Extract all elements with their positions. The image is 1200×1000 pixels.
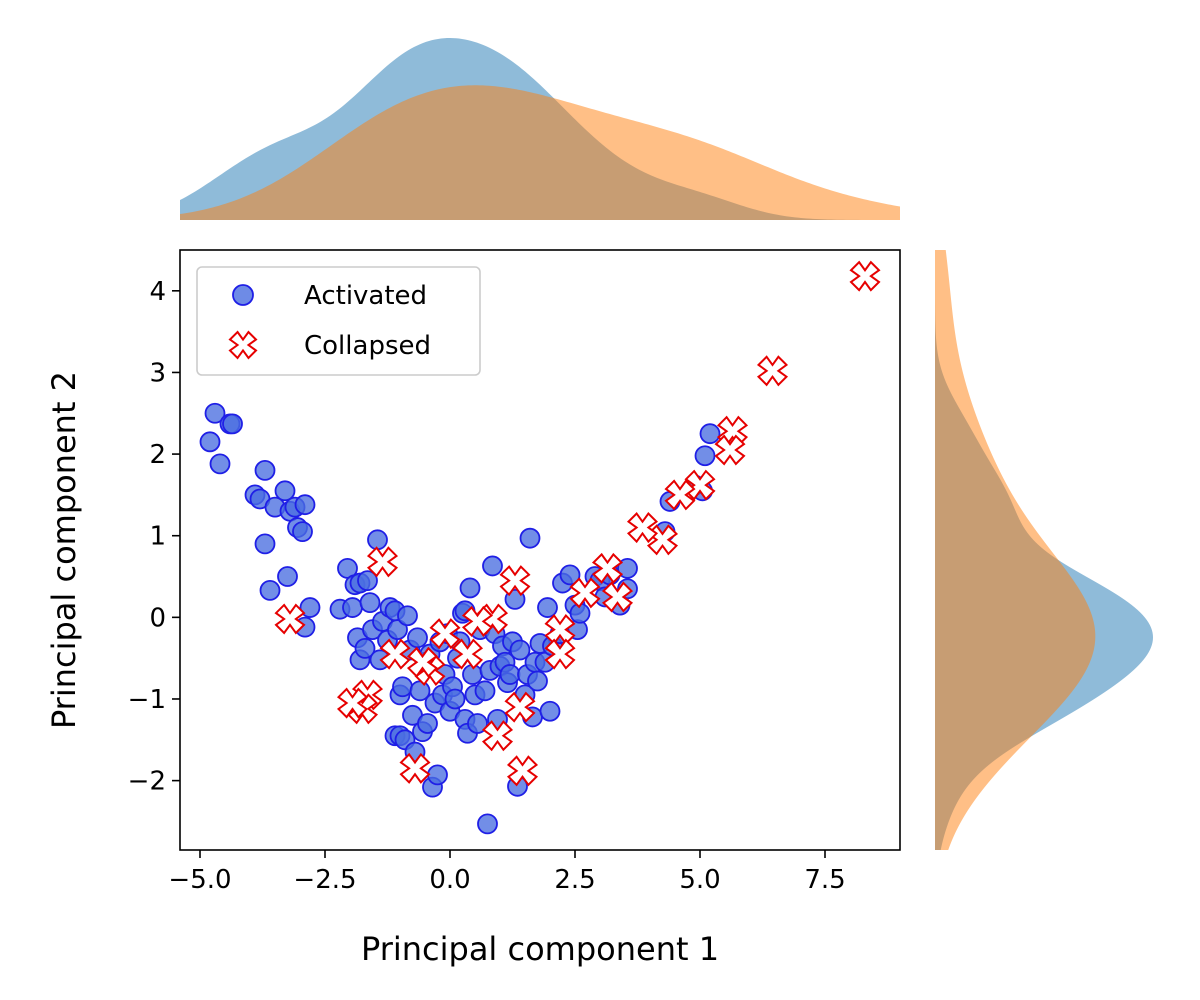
y-axis: −2 −1 0 1 2 3 4 <box>128 277 180 797</box>
point-collapsed <box>336 687 369 719</box>
point-activated <box>354 637 376 659</box>
point-activated <box>539 700 561 722</box>
point-activated <box>294 494 316 516</box>
point-activated <box>444 688 466 710</box>
point-activated <box>392 676 413 698</box>
point-activated <box>499 664 521 685</box>
point-collapsed <box>849 260 881 292</box>
y-tick-label: 1 <box>149 522 166 552</box>
point-activated <box>367 529 388 551</box>
point-activated <box>617 557 638 579</box>
y-tick-label: 4 <box>149 277 166 307</box>
legend-marker-activated <box>232 284 254 306</box>
y-axis-label: Principal component 2 <box>45 371 83 729</box>
point-collapsed <box>664 479 696 511</box>
point-collapsed <box>399 752 431 784</box>
point-activated <box>482 555 503 577</box>
point-activated <box>277 566 298 587</box>
point-collapsed <box>451 638 484 670</box>
x-axis: −5.0 −2.5 0.0 2.5 5.0 7.5 <box>168 850 846 895</box>
x-tick-label: 0.0 <box>429 865 470 895</box>
point-activated <box>259 580 281 601</box>
point-activated <box>397 605 418 627</box>
y-tick-label: −1 <box>128 685 166 715</box>
point-collapsed <box>274 603 306 635</box>
point-activated <box>417 713 438 734</box>
marginal-kde-right <box>935 250 1153 850</box>
point-collapsed <box>684 469 716 501</box>
x-axis-label: Principal component 1 <box>361 930 719 968</box>
point-collapsed <box>601 581 634 613</box>
x-tick-label: −5.0 <box>168 865 231 895</box>
legend-x-shape <box>228 330 258 360</box>
point-collapsed <box>591 552 624 584</box>
legend-marker-collapsed <box>228 330 258 360</box>
point-activated <box>694 445 716 467</box>
point-collapsed <box>499 565 531 597</box>
point-activated <box>299 597 321 618</box>
legend-label-collapsed: Collapsed <box>304 331 431 361</box>
points-layer <box>199 260 881 835</box>
point-collapsed <box>481 720 514 752</box>
point-collapsed <box>461 605 494 637</box>
point-activated <box>459 577 481 599</box>
point-activated <box>359 592 381 614</box>
point-activated <box>254 533 276 555</box>
y-tick-label: 0 <box>149 603 166 633</box>
point-activated <box>474 680 496 702</box>
legend-label-activated: Activated <box>304 281 427 311</box>
point-activated <box>407 627 428 649</box>
x-tick-label: 2.5 <box>554 865 595 895</box>
point-activated <box>467 713 488 734</box>
point-activated <box>274 480 296 502</box>
y-tick-label: 3 <box>149 358 166 388</box>
kde-top-collapsed <box>180 85 900 220</box>
point-collapsed <box>756 355 789 387</box>
point-activated <box>204 402 226 424</box>
point-activated <box>509 639 531 661</box>
legend: Activated Collapsed <box>196 266 481 376</box>
point-collapsed <box>626 512 659 544</box>
point-collapsed <box>366 546 399 578</box>
point-activated <box>357 570 378 592</box>
point-collapsed <box>429 618 461 650</box>
point-activated <box>199 431 221 453</box>
point-activated <box>537 597 558 618</box>
point-activated <box>209 453 231 475</box>
legend-box <box>196 266 481 376</box>
point-collapsed <box>379 638 411 670</box>
x-tick-label: 5.0 <box>679 865 720 895</box>
point-activated <box>519 527 541 549</box>
x-tick-label: −2.5 <box>293 865 356 895</box>
point-activated <box>559 564 581 586</box>
point-collapsed <box>569 577 601 609</box>
point-activated <box>387 619 408 640</box>
point-activated <box>222 413 243 435</box>
y-tick-label: −2 <box>128 767 166 797</box>
point-activated <box>527 670 548 692</box>
point-collapsed <box>714 434 746 466</box>
kde-right-collapsed <box>935 250 1096 850</box>
point-collapsed <box>504 691 536 723</box>
point-activated <box>254 460 276 481</box>
point-activated <box>699 423 721 445</box>
marginal-kde-top <box>180 38 900 220</box>
point-activated <box>427 764 448 786</box>
x-tick-label: 7.5 <box>804 865 845 895</box>
point-activated <box>342 597 363 618</box>
point-collapsed <box>506 755 539 787</box>
point-collapsed <box>544 638 576 670</box>
point-activated <box>477 813 498 835</box>
point-activated <box>292 521 313 543</box>
point-collapsed <box>406 646 439 678</box>
y-tick-label: 2 <box>149 440 166 470</box>
